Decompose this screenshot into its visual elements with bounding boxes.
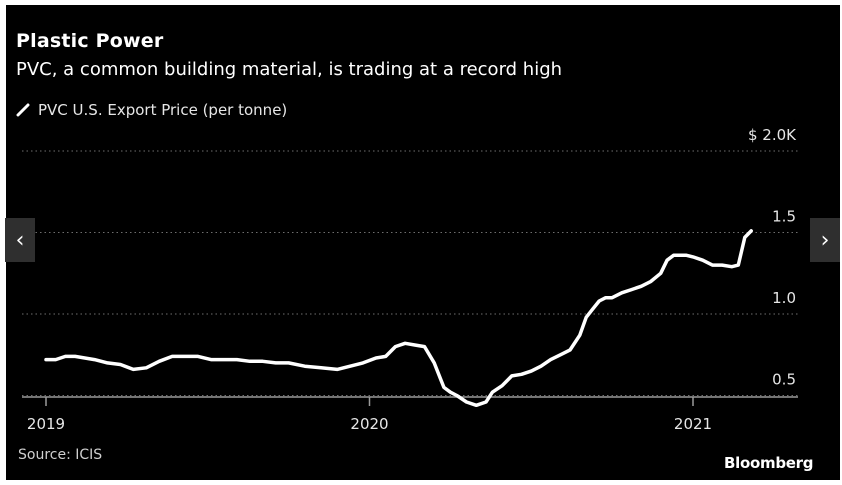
x-tick-label: 2021 (674, 415, 712, 433)
legend: PVC U.S. Export Price (per tonne) (16, 101, 287, 119)
y-tick-label: 0.5 (772, 371, 796, 389)
chevron-left-icon: ‹ (15, 227, 25, 253)
x-tick-label: 2020 (350, 415, 388, 433)
y-tick-label: 1.0 (772, 289, 796, 307)
x-tick-label: 2019 (27, 415, 65, 433)
series-line (44, 229, 753, 408)
chart-title: Plastic Power (16, 30, 164, 52)
previous-button[interactable]: ‹ (5, 218, 35, 262)
next-button[interactable]: › (810, 218, 840, 262)
legend-label: PVC U.S. Export Price (per tonne) (38, 101, 288, 119)
bloomberg-logo: Bloomberg (724, 454, 814, 472)
chart-subtitle: PVC, a common building material, is trad… (16, 59, 563, 80)
chart-panel (6, 5, 840, 480)
y-tick-label: 1.5 (772, 208, 796, 226)
line-swatch-icon (16, 103, 30, 117)
chevron-right-icon: › (820, 227, 830, 253)
y-tick-label: $ 2.0K (748, 126, 797, 144)
source-note: Source: ICIS (18, 447, 103, 463)
